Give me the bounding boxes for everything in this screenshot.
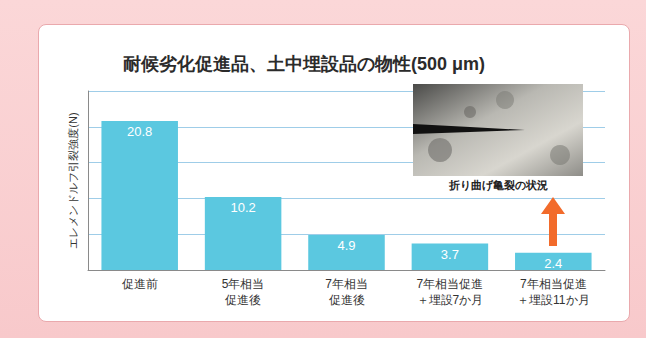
svg-text:＋埋設11か月: ＋埋設11か月 (517, 293, 589, 307)
svg-text:＋埋設7か月: ＋埋設7か月 (417, 293, 484, 307)
svg-text:折り曲げ亀裂の状況: 折り曲げ亀裂の状況 (448, 179, 548, 192)
svg-text:7年相当: 7年相当 (325, 277, 368, 291)
svg-text:促進後: 促進後 (329, 293, 365, 307)
svg-text:3.7: 3.7 (441, 247, 459, 262)
svg-text:4.9: 4.9 (337, 238, 355, 253)
svg-text:7年相当促進: 7年相当促進 (520, 277, 587, 291)
svg-text:耐候劣化促進品、土中埋設品の物性(500 μm): 耐候劣化促進品、土中埋設品の物性(500 μm) (123, 54, 485, 74)
svg-text:7年相当促進: 7年相当促進 (417, 277, 484, 291)
svg-text:促進後: 促進後 (225, 293, 261, 307)
svg-text:5年相当: 5年相当 (222, 277, 265, 291)
svg-text:エレメンドルフ引裂強度(N): エレメンドルフ引裂強度(N) (67, 112, 79, 248)
svg-text:促進前: 促進前 (122, 277, 158, 291)
svg-text:2.4: 2.4 (544, 256, 562, 271)
svg-text:10.2: 10.2 (230, 200, 255, 215)
svg-text:20.8: 20.8 (127, 124, 152, 139)
